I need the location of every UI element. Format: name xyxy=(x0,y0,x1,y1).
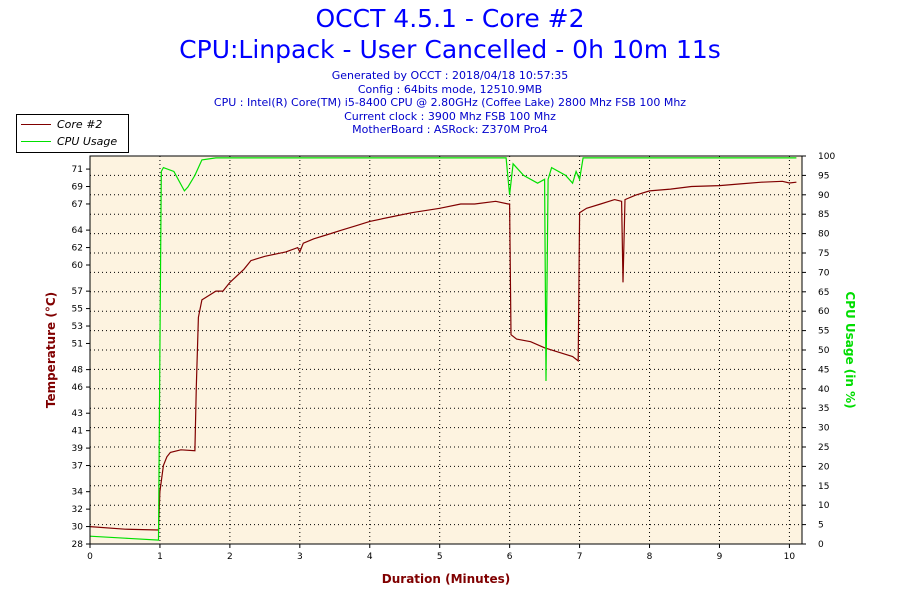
clock-line: Current clock : 3900 Mhz FSB 100 Mhz xyxy=(344,109,556,123)
y2-tick-label: 95 xyxy=(818,171,829,181)
y-tick-label: 51 xyxy=(72,339,83,349)
x-tick-label: 7 xyxy=(577,552,583,562)
y-tick-label: 53 xyxy=(72,322,83,332)
y2-axis-label: CPU Usage (in %) xyxy=(843,291,857,408)
y-tick-label: 46 xyxy=(72,383,84,393)
y2-tick-label: 45 xyxy=(818,365,829,375)
test-info: Generated by OCCT : 2018/04/18 10:57:35 … xyxy=(0,69,900,137)
y-tick-label: 34 xyxy=(72,488,84,498)
y2-tick-label: 5 xyxy=(818,521,824,531)
x-tick-label: 2 xyxy=(227,552,233,562)
y2-tick-label: 0 xyxy=(818,540,824,550)
y2-tick-label: 75 xyxy=(818,249,829,259)
y2-tick-label: 55 xyxy=(818,327,829,337)
y-tick-label: 62 xyxy=(72,244,83,254)
y-tick-label: 28 xyxy=(72,540,84,550)
x-tick-label: 4 xyxy=(367,552,373,562)
cpu-line: CPU : Intel(R) Core(TM) i5-8400 CPU @ 2.… xyxy=(213,96,687,110)
y-tick-label: 30 xyxy=(72,523,84,533)
series-line-core2 xyxy=(89,180,797,531)
y-tick-label: 39 xyxy=(72,444,84,454)
y2-tick-label: 35 xyxy=(818,404,829,414)
y2-tick-label: 100 xyxy=(818,152,835,162)
x-tick-label: 9 xyxy=(717,552,723,562)
y2-tick-label: 90 xyxy=(818,191,830,201)
y-tick-label: 43 xyxy=(72,409,83,419)
y2-tick-label: 40 xyxy=(818,385,830,395)
y2-tick-label: 30 xyxy=(818,424,830,434)
legend-label-core2: Core #2 xyxy=(57,117,103,131)
x-tick-label: 3 xyxy=(297,552,303,562)
y-tick-label: 71 xyxy=(72,165,83,175)
x-tick-label: 6 xyxy=(507,552,513,562)
x-tick-label: 5 xyxy=(437,552,443,562)
series-line-cpu-usage xyxy=(89,157,797,541)
x-axis-label: Duration (Minutes) xyxy=(382,572,510,586)
y2-tick-label: 10 xyxy=(818,501,830,511)
y-tick-label: 60 xyxy=(72,261,84,271)
y2-tick-label: 15 xyxy=(818,482,829,492)
chart-title: OCCT 4.5.1 - Core #2 xyxy=(315,4,585,33)
y-axis-label: Temperature (°C) xyxy=(44,292,58,408)
y-tick-label: 48 xyxy=(72,366,84,376)
y-tick-label: 64 xyxy=(72,226,84,236)
y2-tick-label: 70 xyxy=(818,268,830,278)
chart-subtitle: CPU:Linpack - User Cancelled - 0h 10m 11… xyxy=(179,35,721,64)
legend-swatch-cpu-usage xyxy=(21,140,51,142)
x-tick-label: 0 xyxy=(87,552,93,562)
y2-tick-label: 25 xyxy=(818,443,829,453)
x-tick-label: 1 xyxy=(157,552,163,562)
y-tick-label: 69 xyxy=(72,183,84,193)
y2-tick-label: 85 xyxy=(818,210,829,220)
y-tick-label: 32 xyxy=(72,505,83,515)
legend-label-cpu-usage: CPU Usage xyxy=(57,134,118,148)
y-tick-label: 57 xyxy=(72,287,83,297)
y-tick-label: 37 xyxy=(72,462,83,472)
y2-tick-label: 80 xyxy=(818,230,830,240)
x-tick-label: 10 xyxy=(784,552,796,562)
y-tick-label: 55 xyxy=(72,305,83,315)
motherboard-line: MotherBoard : ASRock: Z370M Pro4 xyxy=(352,123,548,137)
x-tick-label: 8 xyxy=(647,552,653,562)
y2-tick-label: 20 xyxy=(818,462,830,472)
config-line: Config : 64bits mode, 12510.9MB xyxy=(357,82,543,96)
legend: Core #2 CPU Usage xyxy=(16,114,129,153)
generated-line: Generated by OCCT : 2018/04/18 10:57:35 xyxy=(331,69,569,82)
y-tick-label: 67 xyxy=(72,200,83,210)
legend-item-core2: Core #2 xyxy=(21,117,102,131)
y2-tick-label: 60 xyxy=(818,307,830,317)
legend-swatch-core2 xyxy=(21,123,51,125)
y2-tick-label: 65 xyxy=(818,288,829,298)
y2-tick-label: 50 xyxy=(818,346,830,356)
y-tick-label: 41 xyxy=(72,427,83,437)
legend-item-cpu-usage: CPU Usage xyxy=(21,134,117,148)
